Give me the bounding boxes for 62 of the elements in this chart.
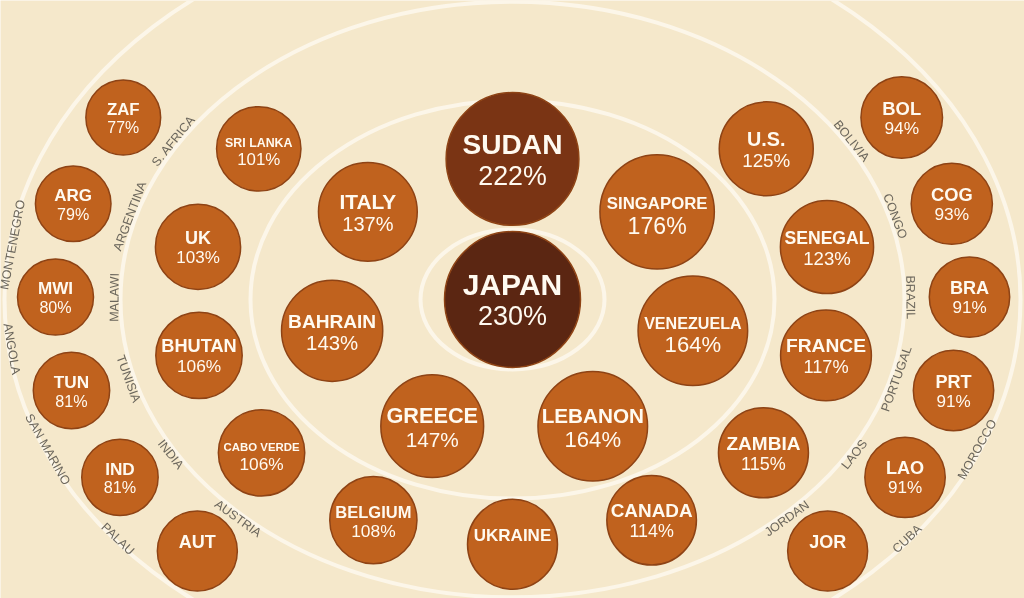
category-label: CANADA [610, 500, 693, 522]
category-label: BAHRAIN [288, 310, 377, 332]
category-label: ITALY [339, 189, 397, 213]
data-label: 81% [55, 391, 88, 410]
data-label: 106% [239, 453, 284, 474]
data-label: 230% [477, 301, 548, 332]
data-label: 115% [741, 454, 786, 474]
text: MALAWI [107, 272, 122, 322]
category-label: UKRAINE [473, 526, 552, 546]
category-label: JAPAN [462, 268, 563, 301]
category-label: IND [105, 458, 135, 479]
data-label: 101% [237, 149, 281, 169]
data-label: 103% [176, 248, 220, 268]
text: BRAZIL [903, 275, 918, 320]
data-label: 91% [887, 478, 923, 498]
category-label: MWI [37, 279, 74, 299]
data-label: 147% [405, 427, 459, 451]
data-label: 114% [629, 521, 674, 542]
category-label: SUDAN [462, 129, 563, 161]
category-label: LEBANON [541, 404, 644, 428]
data-label: 143% [306, 332, 359, 355]
data-label: 164% [564, 427, 622, 453]
category-label: LAO [885, 458, 925, 479]
text: ANGOLA [0, 322, 24, 377]
category-label: GREECE [386, 402, 479, 428]
data-label: 81% [103, 478, 137, 497]
data-label: 94% [884, 118, 920, 139]
data-label: 93% [934, 204, 970, 225]
category-label: TUN [53, 371, 90, 392]
category-label: CABO VERDE [223, 441, 300, 454]
category-label: AUT [178, 532, 216, 553]
category-label: BOL [882, 97, 922, 119]
data-label: 123% [803, 248, 851, 270]
category-label: ARG [54, 185, 93, 205]
category-label: BHUTAN [161, 336, 237, 357]
data-label: 91% [952, 298, 987, 318]
data-label: 222% [478, 160, 547, 191]
category-label: ZAMBIA [726, 432, 801, 454]
data-label: 106% [176, 356, 222, 377]
category-label: SRI LANKA [225, 135, 293, 150]
data-label: 164% [664, 332, 722, 358]
category-label: BRA [949, 278, 990, 299]
data-label: 176% [627, 213, 687, 240]
data-label: 91% [936, 391, 971, 411]
data-label: 79% [57, 204, 90, 223]
category-label: BELGIUM [335, 502, 412, 521]
category-label: JOR [809, 532, 847, 553]
category-label: U.S. [747, 127, 786, 150]
data-label: 80% [39, 298, 72, 317]
data-label: 108% [351, 521, 396, 542]
category-label: UK [185, 227, 212, 248]
category-label: VENEZUELA [644, 313, 742, 332]
data-label: 77% [107, 118, 140, 136]
category-label: ZAF [106, 99, 140, 119]
category-label: FRANCE [786, 335, 867, 357]
category-label: SINGAPORE [606, 193, 708, 213]
data-label: 137% [342, 213, 394, 236]
category-label: SENEGAL [784, 228, 870, 249]
category-label: COG [930, 184, 973, 206]
category-label: PRT [935, 371, 972, 392]
data-label: 117% [803, 356, 849, 377]
data-label: 125% [742, 149, 791, 171]
